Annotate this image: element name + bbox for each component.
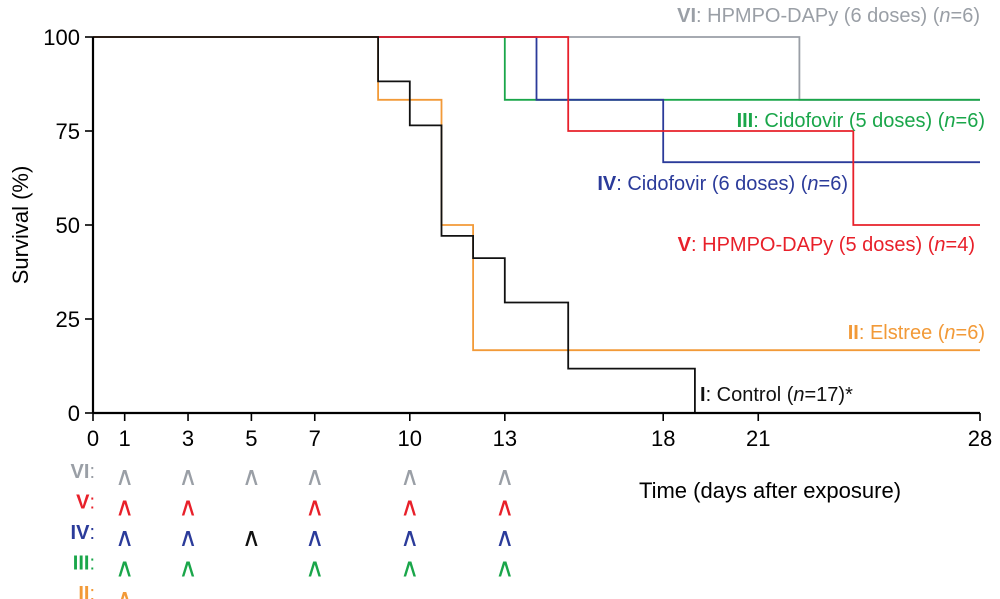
series-layer <box>93 36 980 414</box>
series-label-n-value: =6) <box>819 173 848 195</box>
axes-layer: Survival (%) Time (days after exposure) <box>8 37 980 503</box>
dose-marker-iv-day-13: ∧ <box>495 522 514 552</box>
dose-marker-ii-day-1: ∧ <box>115 583 134 599</box>
series-label-v: V: HPMPO-DAPy (5 doses) (n=4) <box>678 234 975 256</box>
dose-marker-iv-day-5: ∧ <box>242 522 261 552</box>
series-line-i <box>93 36 980 414</box>
dosing-row-label-iii: III: <box>73 553 95 575</box>
dose-marker-v-day-7: ∧ <box>305 492 324 522</box>
series-line-v <box>93 36 980 226</box>
series-label-roman: II <box>848 322 859 344</box>
series-label-name: : Cidofovir (5 doses) ( <box>753 110 945 132</box>
x-axis-label: Time (days after exposure) <box>639 478 901 503</box>
x-tick-label-5: 5 <box>245 426 257 451</box>
dose-marker-vi-day-1: ∧ <box>115 461 134 491</box>
dose-marker-vi-day-13: ∧ <box>495 461 514 491</box>
series-label-vi: VI: HPMPO-DAPy (6 doses) (n=6) <box>677 5 980 27</box>
series-label-roman: IV <box>597 173 617 195</box>
y-tick-label-25: 25 <box>56 307 80 332</box>
series-label-n-symbol: n <box>793 384 804 406</box>
dose-marker-v-day-3: ∧ <box>179 492 198 522</box>
series-label-roman: VI <box>677 5 696 27</box>
series-label-roman: V <box>678 234 692 256</box>
series-label-roman: I <box>700 384 706 406</box>
series-label-n-value: =17)* <box>805 384 854 406</box>
y-tick-label-75: 75 <box>56 119 80 144</box>
dose-marker-iii-day-1: ∧ <box>115 553 134 583</box>
dose-marker-vi-day-7: ∧ <box>305 461 324 491</box>
series-label-name: : Control ( <box>706 384 794 406</box>
x-tick-label-28: 28 <box>968 426 992 451</box>
series-label-i: I: Control (n=17)* <box>700 384 853 406</box>
x-tick-label-0: 0 <box>87 426 99 451</box>
dose-marker-iii-day-7: ∧ <box>305 553 324 583</box>
dose-marker-iii-day-13: ∧ <box>495 553 514 583</box>
series-label-name: : HPMPO-DAPy (6 doses) ( <box>696 5 940 27</box>
dose-marker-v-day-13: ∧ <box>495 492 514 522</box>
series-label-n-value: =6) <box>956 110 985 132</box>
dosing-row-label-iv: IV: <box>71 522 95 544</box>
series-labels: VI: HPMPO-DAPy (6 doses) (n=6)III: Cidof… <box>597 5 985 406</box>
dose-marker-vi-day-3: ∧ <box>179 461 198 491</box>
x-tick-label-13: 13 <box>493 426 517 451</box>
series-label-n-value: =6) <box>951 5 980 27</box>
dosing-row-label-v: V: <box>76 492 95 514</box>
series-label-n-symbol: n <box>944 110 955 132</box>
x-tick-label-1: 1 <box>119 426 131 451</box>
dosing-schedule: VI: ∧ ∧ ∧ ∧ ∧ ∧V: ∧ ∧ ∧ ∧ ∧IV: ∧ ∧ ∧ ∧ ∧ ∧III: ∧ ∧ ∧ ∧ ∧II: ∧ <box>71 461 515 599</box>
x-tick-label-10: 10 <box>398 426 422 451</box>
series-label-iii: III: Cidofovir (5 doses) (n=6) <box>737 110 985 132</box>
dose-marker-v-day-1: ∧ <box>115 492 134 522</box>
dose-marker-iii-day-10: ∧ <box>400 553 419 583</box>
dose-marker-iv-day-10: ∧ <box>400 522 419 552</box>
dose-marker-v-day-10: ∧ <box>400 492 419 522</box>
series-label-n-value: =6) <box>956 322 985 344</box>
x-tick-label-18: 18 <box>651 426 675 451</box>
dose-marker-vi-day-5: ∧ <box>242 461 261 491</box>
dose-marker-iv-day-7: ∧ <box>305 522 324 552</box>
x-tick-label-21: 21 <box>746 426 770 451</box>
dosing-row-label-vi: VI: <box>71 461 95 483</box>
series-label-n-value: =4) <box>946 234 975 256</box>
y-tick-label-0: 0 <box>68 401 80 426</box>
y-axis-label: Survival (%) <box>8 166 33 285</box>
x-tick-label-7: 7 <box>309 426 321 451</box>
dose-marker-iv-day-1: ∧ <box>115 522 134 552</box>
x-tick-label-3: 3 <box>182 426 194 451</box>
series-label-name: : HPMPO-DAPy (5 doses) ( <box>691 234 935 256</box>
series-label-n-symbol: n <box>934 234 945 256</box>
dose-marker-iv-day-3: ∧ <box>179 522 198 552</box>
series-label-name: : Elstree ( <box>859 322 945 344</box>
dose-marker-iii-day-3: ∧ <box>179 553 198 583</box>
y-tick-label-100: 100 <box>43 25 80 50</box>
series-label-iv: IV: Cidofovir (6 doses) (n=6) <box>597 173 848 195</box>
series-label-n-symbol: n <box>939 5 950 27</box>
series-label-n-symbol: n <box>807 173 818 195</box>
dose-marker-vi-day-10: ∧ <box>400 461 419 491</box>
dosing-row-label-ii: II: <box>78 583 95 599</box>
y-tick-label-50: 50 <box>56 213 80 238</box>
series-label-n-symbol: n <box>944 322 955 344</box>
series-label-ii: II: Elstree (n=6) <box>848 322 985 344</box>
series-label-name: : Cidofovir (6 doses) ( <box>616 173 808 195</box>
series-label-roman: III <box>737 110 754 132</box>
